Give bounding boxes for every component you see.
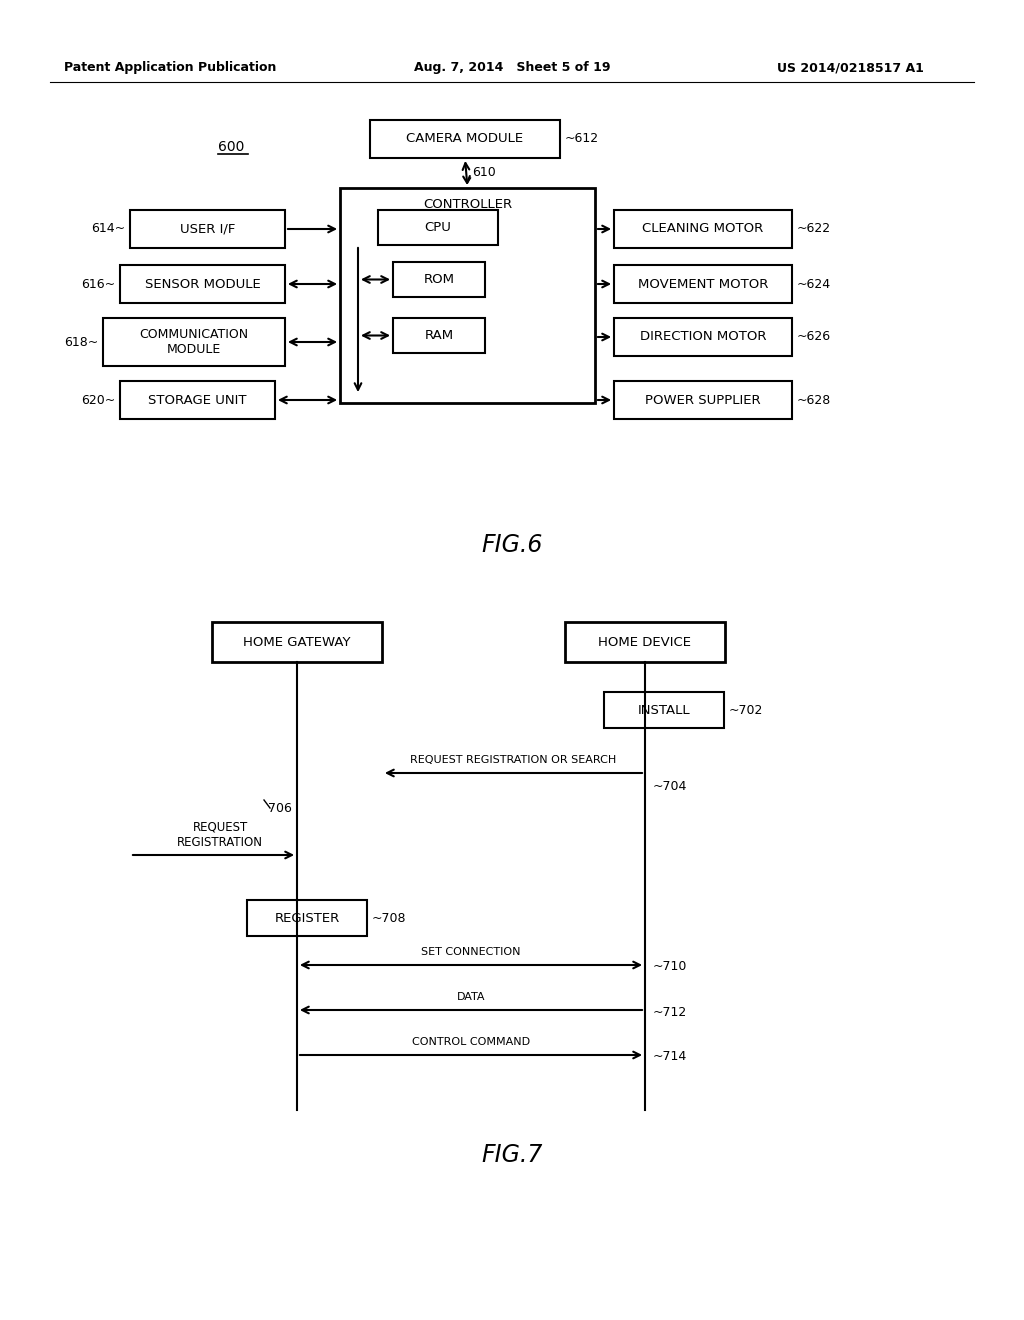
Text: ~628: ~628: [797, 393, 831, 407]
Text: CONTROL COMMAND: CONTROL COMMAND: [412, 1038, 530, 1047]
Bar: [120, 265, 285, 304]
Text: Aug. 7, 2014   Sheet 5 of 19: Aug. 7, 2014 Sheet 5 of 19: [414, 62, 610, 74]
Text: RAM: RAM: [424, 329, 454, 342]
Bar: [565, 622, 725, 663]
Text: FIG.6: FIG.6: [481, 533, 543, 557]
Text: SENSOR MODULE: SENSOR MODULE: [144, 277, 260, 290]
Text: CLEANING MOTOR: CLEANING MOTOR: [642, 223, 764, 235]
Bar: [370, 120, 560, 158]
Text: FIG.7: FIG.7: [481, 1143, 543, 1167]
Text: REQUEST
REGISTRATION: REQUEST REGISTRATION: [177, 821, 263, 849]
Bar: [212, 622, 382, 663]
Text: ~702: ~702: [729, 704, 763, 717]
Bar: [393, 318, 485, 352]
Text: USER I/F: USER I/F: [180, 223, 236, 235]
Text: INSTALL: INSTALL: [638, 704, 690, 717]
Text: 616~: 616~: [81, 277, 115, 290]
Text: 600: 600: [218, 140, 245, 154]
Text: 614~: 614~: [91, 223, 125, 235]
Text: 618~: 618~: [63, 335, 98, 348]
Text: ~612: ~612: [565, 132, 599, 145]
Text: MOVEMENT MOTOR: MOVEMENT MOTOR: [638, 277, 768, 290]
Text: REGISTER: REGISTER: [274, 912, 340, 924]
Bar: [378, 210, 498, 246]
Bar: [393, 261, 485, 297]
Text: DATA: DATA: [457, 993, 485, 1002]
Text: ~626: ~626: [797, 330, 831, 343]
Text: 706: 706: [268, 801, 292, 814]
Text: ~708: ~708: [372, 912, 407, 924]
Text: REQUEST REGISTRATION OR SEARCH: REQUEST REGISTRATION OR SEARCH: [411, 755, 616, 766]
Bar: [614, 318, 792, 356]
Bar: [130, 210, 285, 248]
Text: ~624: ~624: [797, 277, 831, 290]
Text: HOME DEVICE: HOME DEVICE: [598, 635, 691, 648]
Text: CONTROLLER: CONTROLLER: [423, 198, 512, 211]
Bar: [614, 265, 792, 304]
Text: STORAGE UNIT: STORAGE UNIT: [148, 393, 247, 407]
Text: COMMUNICATION
MODULE: COMMUNICATION MODULE: [139, 327, 249, 356]
Text: ~714: ~714: [653, 1051, 687, 1064]
Bar: [614, 381, 792, 418]
Text: 620~: 620~: [81, 393, 115, 407]
Bar: [614, 210, 792, 248]
Text: ~710: ~710: [653, 961, 687, 974]
Bar: [340, 187, 595, 403]
Text: ROM: ROM: [424, 273, 455, 286]
Text: ~704: ~704: [653, 780, 687, 793]
Text: 610: 610: [472, 166, 497, 180]
Text: US 2014/0218517 A1: US 2014/0218517 A1: [776, 62, 924, 74]
Text: CPU: CPU: [425, 220, 452, 234]
Text: HOME GATEWAY: HOME GATEWAY: [244, 635, 351, 648]
Text: ~622: ~622: [797, 223, 831, 235]
Text: POWER SUPPLIER: POWER SUPPLIER: [645, 393, 761, 407]
Text: DIRECTION MOTOR: DIRECTION MOTOR: [640, 330, 766, 343]
Text: CAMERA MODULE: CAMERA MODULE: [407, 132, 523, 145]
Bar: [120, 381, 275, 418]
Bar: [604, 692, 724, 729]
Text: SET CONNECTION: SET CONNECTION: [421, 946, 521, 957]
Text: Patent Application Publication: Patent Application Publication: [63, 62, 276, 74]
Text: ~712: ~712: [653, 1006, 687, 1019]
Bar: [247, 900, 367, 936]
Bar: [103, 318, 285, 366]
